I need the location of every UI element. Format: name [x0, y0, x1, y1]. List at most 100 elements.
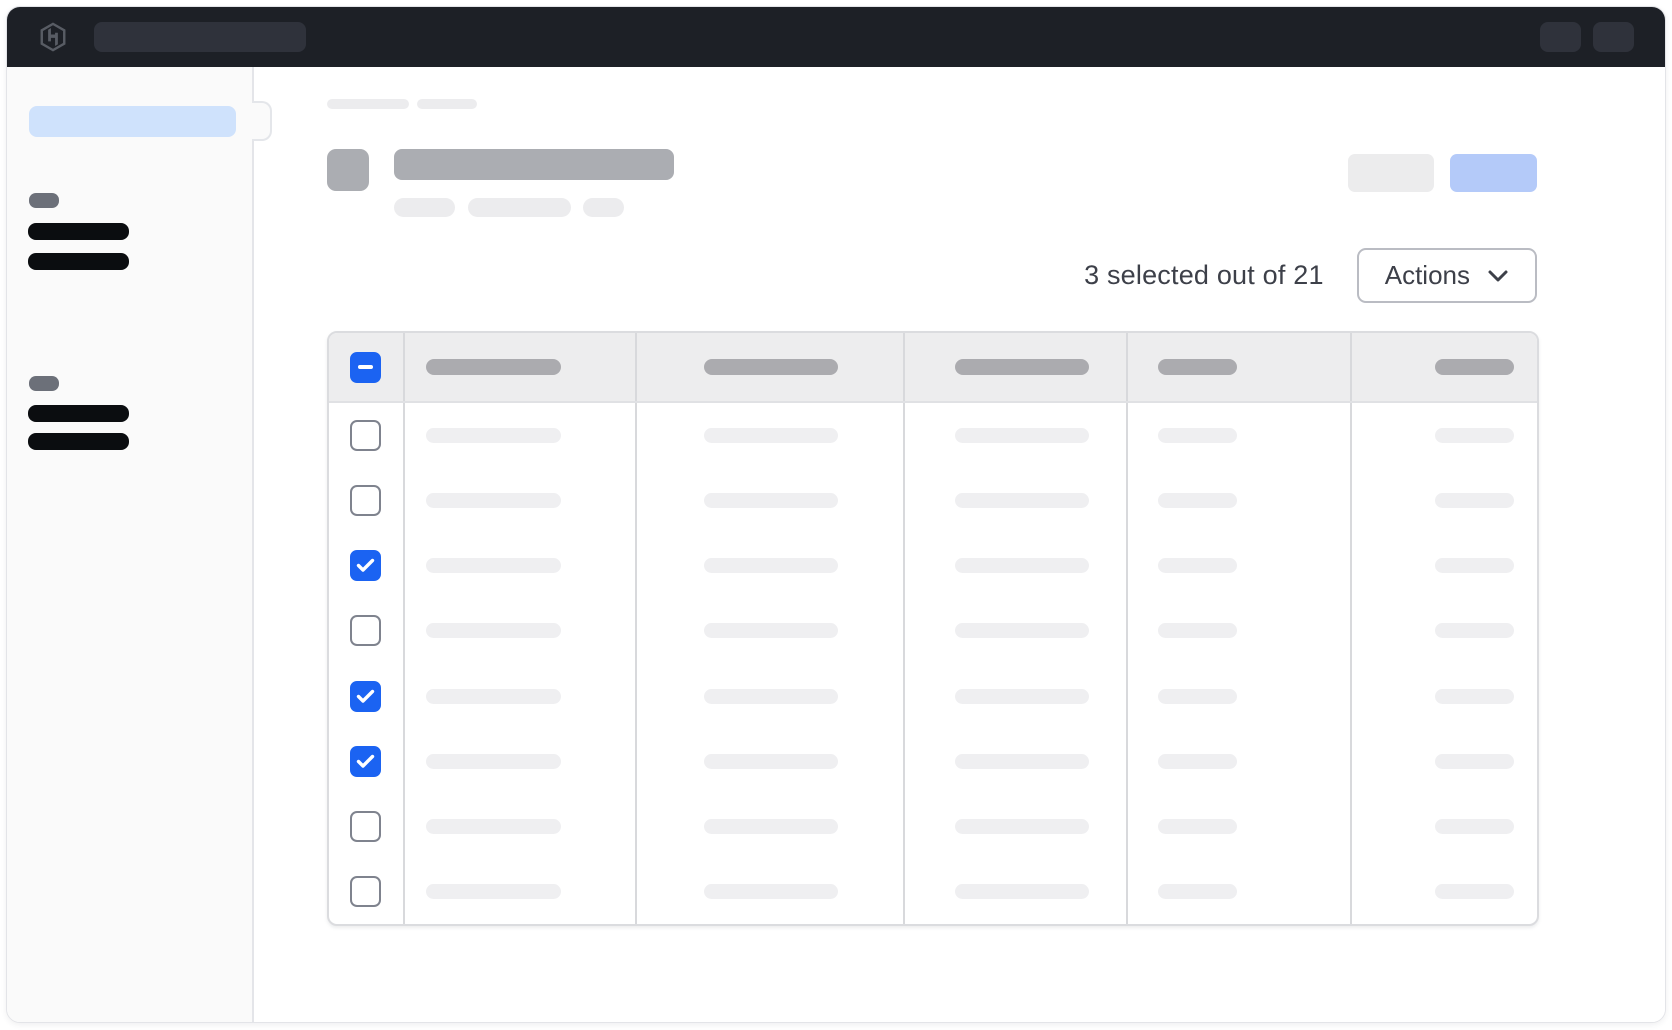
sidebar-collapse-handle[interactable] [252, 101, 272, 141]
help-button[interactable] [1540, 22, 1581, 52]
table-row [329, 858, 1537, 924]
check-icon [357, 754, 375, 768]
table-row [329, 403, 1537, 469]
sidebar-nav-item[interactable] [28, 223, 129, 240]
hashicorp-logo-icon [40, 22, 66, 52]
page-title-skeleton [394, 149, 674, 180]
table-row [329, 468, 1537, 534]
cell-skeleton [425, 623, 561, 639]
table-row [329, 793, 1537, 859]
cell-skeleton [955, 493, 1090, 509]
selection-summary: 3 selected out of 21 [1084, 260, 1324, 290]
cell-skeleton [703, 493, 838, 509]
cell-skeleton [955, 558, 1090, 574]
cell-skeleton [1434, 428, 1514, 444]
cell-skeleton [425, 558, 561, 574]
cell-skeleton [425, 883, 561, 899]
row-checkbox[interactable] [350, 615, 382, 647]
meta-badge [583, 198, 624, 217]
sidebar [7, 67, 254, 1022]
cell-skeleton [703, 753, 838, 769]
table-header-row [329, 333, 1537, 403]
cell-skeleton [1434, 493, 1514, 509]
cell-skeleton [425, 493, 561, 509]
cell-skeleton [955, 883, 1090, 899]
row-checkbox[interactable] [350, 810, 382, 842]
top-nav-bar [7, 7, 1665, 67]
secondary-button[interactable] [1348, 154, 1434, 192]
cell-skeleton [955, 623, 1090, 639]
table-row [329, 533, 1537, 599]
cell-skeleton [1158, 428, 1238, 444]
column-header-skeleton [1158, 359, 1238, 375]
table-row [329, 728, 1537, 794]
breadcrumb-item[interactable] [327, 99, 409, 109]
cell-skeleton [703, 428, 838, 444]
table-body [329, 403, 1537, 924]
cell-skeleton [1434, 623, 1514, 639]
sidebar-section-label [29, 193, 59, 208]
cell-skeleton [1158, 883, 1238, 899]
check-icon [357, 559, 375, 573]
cell-skeleton [425, 818, 561, 834]
check-icon [357, 689, 375, 703]
app-window: 3 selected out of 21 Actions [6, 6, 1666, 1023]
meta-badge [468, 198, 571, 217]
row-checkbox[interactable] [350, 680, 382, 712]
cell-skeleton [955, 688, 1090, 704]
breadcrumb-item[interactable] [417, 99, 477, 109]
cell-skeleton [1158, 558, 1238, 574]
row-checkbox[interactable] [350, 745, 382, 777]
cell-skeleton [703, 688, 838, 704]
table-row [329, 663, 1537, 729]
actions-button[interactable]: Actions [1356, 248, 1537, 303]
cell-skeleton [1158, 493, 1238, 509]
column-header-skeleton [703, 359, 838, 375]
cell-skeleton [703, 818, 838, 834]
cell-skeleton [1434, 883, 1514, 899]
main-content: 3 selected out of 21 Actions [254, 67, 1665, 1022]
column-header-skeleton [955, 359, 1090, 375]
meta-badge [394, 198, 455, 217]
row-checkbox[interactable] [350, 875, 382, 907]
cell-skeleton [1158, 623, 1238, 639]
table-row [329, 598, 1537, 664]
cell-skeleton [1434, 818, 1514, 834]
cell-skeleton [1434, 558, 1514, 574]
cell-skeleton [1434, 688, 1514, 704]
data-table [327, 331, 1539, 926]
chevron-down-icon [1488, 270, 1508, 281]
topbar-actions [1540, 22, 1634, 52]
cell-skeleton [1158, 688, 1238, 704]
row-checkbox[interactable] [350, 485, 382, 517]
cell-skeleton [1158, 753, 1238, 769]
cell-skeleton [1434, 753, 1514, 769]
cell-skeleton [1158, 818, 1238, 834]
cell-skeleton [703, 558, 838, 574]
column-header-skeleton [1434, 359, 1514, 375]
selection-toolbar: 3 selected out of 21 Actions [1084, 248, 1537, 303]
cell-skeleton [955, 428, 1090, 444]
page-icon [327, 149, 369, 191]
row-checkbox[interactable] [350, 550, 382, 582]
cell-skeleton [955, 753, 1090, 769]
sidebar-nav-item[interactable] [28, 405, 129, 422]
indeterminate-minus-icon [358, 365, 374, 369]
cell-skeleton [703, 883, 838, 899]
primary-button[interactable] [1450, 154, 1537, 192]
user-menu-button[interactable] [1593, 22, 1634, 52]
column-header-skeleton [425, 359, 561, 375]
sidebar-section-label [29, 376, 59, 391]
select-all-checkbox[interactable] [350, 351, 382, 383]
sidebar-nav-item[interactable] [28, 433, 129, 450]
cell-skeleton [425, 688, 561, 704]
app-body: 3 selected out of 21 Actions [7, 67, 1665, 1022]
row-checkbox[interactable] [350, 420, 382, 452]
sidebar-nav-item[interactable] [28, 253, 129, 270]
cell-skeleton [703, 623, 838, 639]
cell-skeleton [425, 428, 561, 444]
cell-skeleton [955, 818, 1090, 834]
global-search-input[interactable] [94, 22, 306, 52]
cell-skeleton [425, 753, 561, 769]
sidebar-active-item[interactable] [29, 106, 236, 137]
